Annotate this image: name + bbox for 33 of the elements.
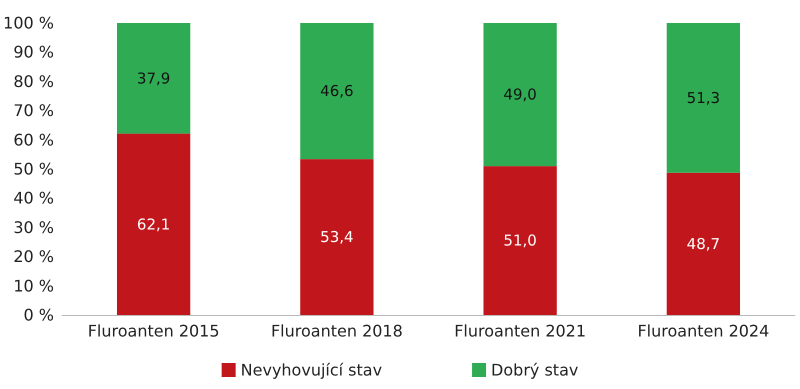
data-label: 37,9: [136, 69, 170, 88]
data-label: 48,7: [686, 234, 720, 253]
data-label: 51,0: [503, 232, 537, 250]
bar: [116, 134, 190, 315]
data-label: 46,6: [320, 82, 354, 100]
y-tick-label: 30 %: [13, 218, 54, 237]
x-tick-label: Fluroanten 2018: [270, 322, 403, 340]
bar: [666, 23, 740, 173]
x-tick-label: Fluroanten 2024: [637, 322, 770, 340]
bar: [300, 159, 374, 315]
bar: [666, 172, 740, 315]
legend-label: Dobrý stav: [491, 360, 578, 380]
data-label: 53,4: [320, 228, 354, 246]
data-label: 62,1: [136, 215, 170, 234]
bar: [483, 166, 557, 315]
y-tick-label: 40 %: [13, 188, 54, 208]
y-tick-label: 20 %: [13, 247, 54, 266]
y-tick-label: 80 %: [13, 72, 54, 91]
legend-label: Nevyhovující stav: [240, 360, 382, 380]
bar: [116, 23, 190, 134]
bar: [483, 23, 557, 166]
bar: [300, 23, 374, 160]
y-tick-label: 90 %: [13, 42, 54, 62]
y-tick-label: 10 %: [13, 276, 54, 296]
y-tick-label: 60 %: [13, 130, 54, 150]
data-label: 51,3: [686, 88, 720, 107]
y-tick-label: 70 %: [13, 101, 54, 120]
x-tick-label: Fluroanten 2015: [88, 322, 220, 340]
x-tick-label: Fluroanten 2021: [454, 322, 586, 340]
data-label: 49,0: [503, 86, 537, 104]
y-tick-label: 100 %: [3, 14, 54, 32]
y-tick-label: 50 %: [13, 160, 54, 178]
y-tick-label: 0 %: [24, 306, 54, 324]
